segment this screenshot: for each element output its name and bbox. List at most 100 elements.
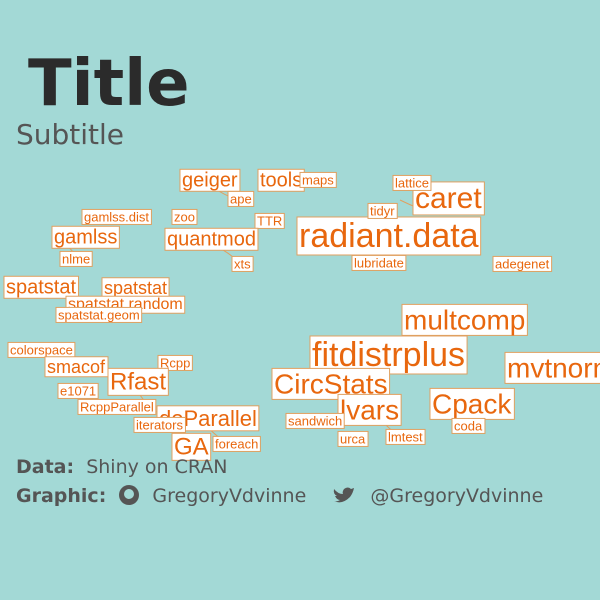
node-box [44,356,109,378]
node-label: gamlss [54,226,117,248]
node-label: lubridate [354,255,404,270]
node-label: foreach [215,436,258,451]
node-box [133,416,186,433]
node-label: lmtest [388,429,423,444]
node-label: iterators [136,417,183,432]
node-label: Rcpp [160,355,190,370]
node: foreach [212,435,261,452]
node-label: gamlss.dist [84,209,149,224]
node-label: tools [260,169,302,191]
subtitle: Subtitle [16,118,125,151]
node-box [179,168,241,192]
node-box [55,306,143,323]
node-box [492,255,553,272]
node-box [231,255,254,272]
node-label: adegenet [495,256,550,271]
node-box [212,435,261,452]
caption-label: Data: [16,456,75,478]
node-label: TTR [257,213,282,228]
node: RcppParallel [77,398,157,415]
node-label: colorspace [10,342,73,357]
node-box [107,367,169,396]
node-label: spatstat [6,276,76,298]
node: quantmod [164,227,259,251]
node-box [385,428,426,445]
node: e1071 [57,382,99,399]
node-label: Rfast [110,368,166,395]
node: multcomp [401,303,528,336]
node-label: urca [340,431,366,446]
node: lvars [337,393,402,426]
node-box [51,225,120,249]
node: geiger [179,168,241,192]
caption-label: Graphic: [16,485,107,507]
node: Rfast [107,367,169,396]
node: nlme [59,250,93,267]
node: gamlss [51,225,120,249]
node: mvtnorm [504,351,600,384]
node-box [164,227,259,251]
node-box [337,393,402,426]
node-label: fitdistrplus [312,336,465,374]
node-label: spatstat [104,278,167,298]
node-box [254,212,285,229]
node-label: multcomp [404,304,525,335]
node-box [57,382,99,399]
node: colorspace [7,341,76,358]
node-label: coda [454,418,483,433]
node-box [299,171,337,188]
caption-data: Data: Shiny on CRAN [16,456,228,478]
node: ape [227,190,255,207]
node: Rcpp [157,354,193,371]
node-label: radiant.data [299,217,479,255]
node-box [227,190,255,207]
node-label: smacof [47,357,106,377]
caption-text: Shiny on CRAN [86,456,228,478]
node: adegenet [492,255,553,272]
github-icon [119,485,140,505]
node-label: Cpack [432,388,512,419]
node-box [157,354,193,371]
node-box [309,335,468,375]
node-label: lattice [395,175,429,190]
caption-text: GregoryVdvinne [152,485,307,507]
node-box [3,275,79,299]
node: xts [231,255,254,272]
node: urca [337,430,369,447]
node-box [171,208,198,225]
caption-text: @GregoryVdvinne [370,485,544,507]
node: spatstat.geom [55,306,143,323]
node-box [351,254,407,271]
caption-graphic: Graphic: GregoryVdvinne @GregoryVdvinne [16,484,543,507]
node: Cpack [429,387,515,420]
node: GA [171,432,212,461]
node: lattice [392,174,432,191]
node-box [81,208,152,225]
node: radiant.data [296,216,482,256]
node: spatstat [3,275,79,299]
node-box [367,202,398,219]
twitter-icon [334,487,355,503]
node: TTR [254,212,285,229]
node: iterators [133,416,186,433]
node: sandwich [285,412,345,429]
node: fitdistrplus [309,335,468,375]
node-box [59,250,93,267]
node-label: mvtnorm [507,352,600,383]
node-label: lvars [340,394,399,425]
node-box [296,216,482,256]
node-box [77,398,157,415]
node-label: xts [234,256,251,271]
node: caret [412,181,485,216]
node-box [401,303,528,336]
node-label: RcppParallel [80,399,154,414]
node-label: nlme [62,251,90,266]
node: spatstat [101,277,170,299]
node: zoo [171,208,198,225]
node: lubridate [351,254,407,271]
node: tools [257,168,305,192]
node-label: geiger [182,169,238,191]
node-box [451,417,486,434]
node-box [337,430,369,447]
node-label: zoo [174,209,195,224]
